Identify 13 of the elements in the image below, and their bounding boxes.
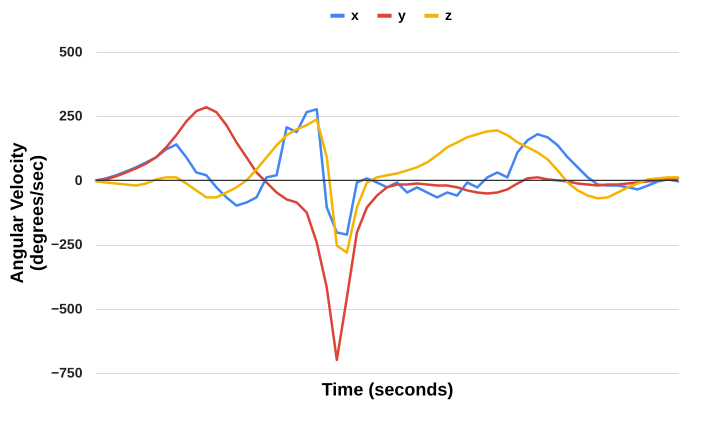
legend-label: y bbox=[398, 6, 406, 23]
y-tick-label: 500 bbox=[59, 44, 83, 60]
y-tick-label: 0 bbox=[74, 172, 83, 188]
y-tick-label: −250 bbox=[50, 236, 83, 252]
y-axis-title: Angular Velocity (degrees/sec) bbox=[6, 142, 47, 284]
legend-label: z bbox=[445, 6, 452, 23]
y-tick-label: −500 bbox=[50, 300, 83, 316]
y-tick-label: 250 bbox=[59, 108, 83, 124]
line-series bbox=[94, 118, 680, 254]
line-series bbox=[94, 106, 680, 362]
legend-label: x bbox=[351, 6, 359, 23]
y-tick-label: −750 bbox=[50, 364, 83, 380]
x-axis-title: Time (seconds) bbox=[322, 380, 454, 400]
